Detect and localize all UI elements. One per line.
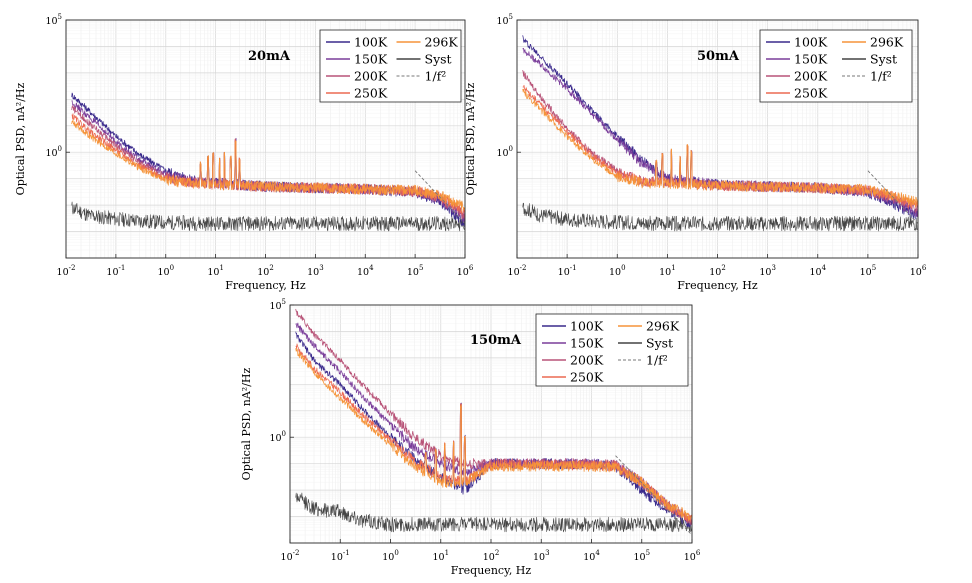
x-tick-label: 103: [759, 264, 776, 278]
x-axis-label: Frequency, Hz: [451, 564, 532, 577]
y-axis-label: Optical PSD, nA²/Hz: [464, 82, 477, 195]
x-tick-label: 101: [659, 264, 676, 278]
legend-label: 1/f²: [870, 69, 892, 84]
x-tick-label: 10-1: [558, 264, 577, 278]
series-line-296k: [522, 88, 918, 207]
x-tick-label: 103: [307, 264, 324, 278]
panel-title: 50mA: [697, 49, 740, 64]
x-tick-label: 100: [157, 264, 174, 278]
x-tick-label: 105: [407, 264, 424, 278]
chart-panel-20mA: 10-2 10-1 100 101 102 103 104 105 106 105 100 Frequ…: [14, 13, 474, 292]
chart-panel-50mA: 10-2 10-1 100 101 102 103 104 105 106 105 100 Frequ…: [464, 13, 927, 292]
y-tick-label: 105: [45, 13, 62, 27]
legend-label: 150K: [354, 52, 388, 67]
x-tick-label: 10-1: [106, 264, 125, 278]
grid: [289, 305, 692, 544]
y-tick-label: 105: [496, 13, 513, 27]
x-tick-label: 105: [860, 264, 877, 278]
x-tick-label: 104: [809, 264, 826, 278]
y-tick-label: 100: [45, 145, 62, 159]
legend-label: 150K: [794, 52, 828, 67]
legend-label: 250K: [354, 86, 388, 101]
x-tick-label: 100: [609, 264, 626, 278]
y-axis-label: Optical PSD, nA²/Hz: [14, 82, 27, 195]
y-tick-label: 100: [496, 145, 513, 159]
traces: [522, 35, 918, 232]
series-line-1-f2: [414, 170, 465, 224]
legend-label: 250K: [794, 86, 828, 101]
series-line-1-f2: [867, 170, 918, 224]
legend: 100K 296K 150K Syst 200K 1/f² 250K: [319, 29, 462, 103]
legend-label: 200K: [570, 353, 604, 368]
legend: 100K 296K 150K Syst 200K 1/f² 250K: [759, 29, 913, 103]
y-tick-label: 100: [269, 430, 286, 444]
legend-label: 200K: [794, 69, 828, 84]
series-line-296k: [71, 119, 465, 212]
legend-label: 150K: [570, 336, 604, 351]
x-tick-label: 105: [633, 549, 650, 563]
x-tick-label: 101: [207, 264, 224, 278]
x-tick-label: 106: [684, 549, 701, 563]
series-line-syst: [295, 492, 692, 533]
x-tick-label: 10-2: [281, 549, 300, 563]
grid: [516, 20, 918, 259]
legend-label: Syst: [870, 52, 897, 67]
traces: [295, 308, 692, 536]
y-axis-label: Optical PSD, nA²/Hz: [240, 367, 253, 480]
x-tick-label: 102: [257, 264, 274, 278]
legend-label: 1/f²: [425, 69, 447, 84]
legend-label: 296K: [425, 35, 459, 50]
x-tick-label: 10-1: [331, 549, 350, 563]
x-tick-label: 102: [483, 549, 500, 563]
x-tick-label: 10-2: [508, 264, 527, 278]
series-line-296k: [295, 348, 692, 522]
panel-title: 150mA: [470, 333, 522, 348]
series-line-syst: [522, 202, 918, 232]
x-tick-label: 106: [910, 264, 927, 278]
series-line-syst: [71, 201, 465, 232]
legend-label: 200K: [354, 69, 388, 84]
x-tick-label: 104: [583, 549, 600, 563]
x-tick-label: 100: [382, 549, 399, 563]
legend-label: 100K: [354, 35, 388, 50]
x-axis-label: Frequency, Hz: [225, 279, 306, 292]
x-tick-label: 10-2: [57, 264, 76, 278]
series-line-100k: [71, 92, 465, 228]
x-tick-label: 106: [457, 264, 474, 278]
legend-label: 296K: [870, 35, 904, 50]
legend-label: 100K: [570, 319, 604, 334]
legend: 100K 296K 150K Syst 200K 1/f² 250K: [535, 313, 689, 387]
legend-label: 296K: [646, 319, 680, 334]
legend-label: Syst: [425, 52, 452, 67]
panel-title: 20mA: [248, 49, 291, 64]
chart-panel-150mA: 10-2 10-1 100 101 102 103 104 105 106 105 100 Frequ…: [240, 298, 701, 577]
x-tick-label: 102: [709, 264, 726, 278]
traces: [71, 92, 465, 232]
x-tick-label: 101: [432, 549, 449, 563]
x-axis-label: Frequency, Hz: [677, 279, 758, 292]
legend-label: 1/f²: [646, 353, 668, 368]
legend-label: 100K: [794, 35, 828, 50]
legend-label: Syst: [646, 336, 673, 351]
series-line-1-f2: [615, 455, 692, 536]
legend-label: 250K: [570, 370, 604, 385]
y-tick-label: 105: [269, 298, 286, 312]
x-tick-label: 104: [357, 264, 374, 278]
x-tick-label: 103: [533, 549, 550, 563]
